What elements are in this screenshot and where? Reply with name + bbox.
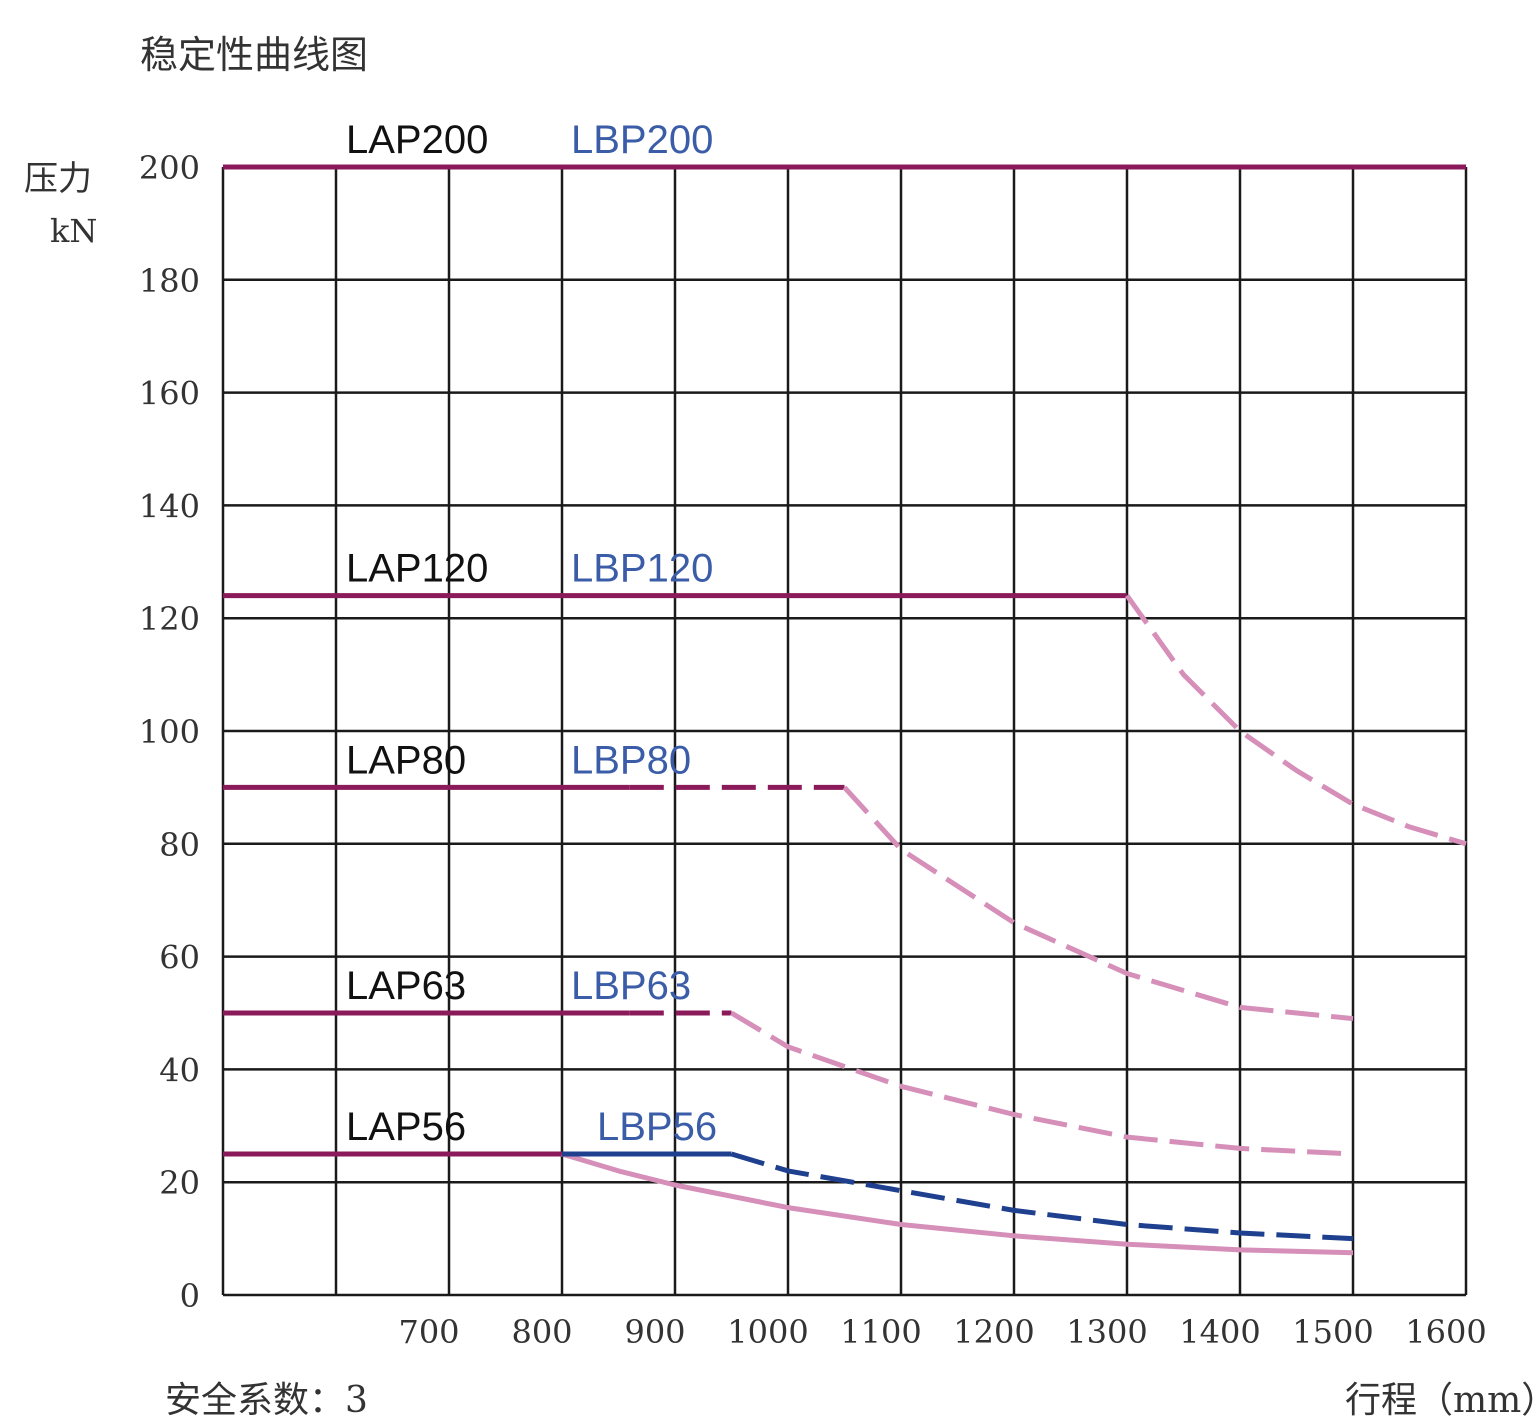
series-label-lap120: LAP120 [346,547,488,591]
series-labels: LAP200 LBP200 LAP120 LBP120 LAP80 LBP80 LAP63 L… [346,118,717,1149]
y-axis-label: 压力 [24,159,92,199]
series-label-lbp200: LBP200 [571,118,713,162]
y-tick-label: 20 [159,1164,200,1202]
x-tick-label: 700 [398,1313,459,1351]
series-line-lbp63 [730,1010,1354,1157]
y-tick-label: 100 [139,713,200,751]
series-label-lbp80: LBP80 [571,738,691,782]
series-lines [223,164,1467,1256]
series-label-lbp120: LBP120 [571,547,713,591]
series-label-lap200: LAP200 [346,118,488,162]
series-line-lbp120 [1124,594,1467,847]
x-tick-label: 1000 [727,1313,808,1351]
x-axis-label: 行程（mm） [1345,1380,1540,1421]
y-tick-labels: 0 20 40 60 80 100 120 140 160 180 200 [139,149,200,1315]
y-tick-label: 60 [159,939,200,977]
y-tick-label: 120 [139,600,200,638]
x-tick-label: 1300 [1066,1313,1147,1351]
series-label-lap56: LAP56 [346,1105,466,1149]
y-tick-label: 40 [159,1051,200,1089]
x-tick-label: 1100 [840,1313,921,1351]
x-tick-labels: 700 800 900 1000 1100 1200 1300 1400 1500 1600 [398,1313,1486,1351]
safety-factor-note: 安全系数：3 [165,1380,368,1421]
x-tick-label: 1200 [953,1313,1034,1351]
y-tick-label: 180 [139,262,200,300]
x-tick-label: 1500 [1292,1313,1373,1351]
y-axis-unit: kN [50,212,97,250]
series-line-lbp56 [730,1151,1354,1242]
x-tick-label: 1600 [1405,1313,1486,1351]
y-tick-label: 160 [139,375,200,413]
series-label-lbp56: LBP56 [597,1105,717,1149]
series-label-lap63: LAP63 [346,964,466,1008]
y-tick-label: 0 [180,1277,200,1315]
x-tick-label: 900 [624,1313,685,1351]
x-tick-label: 1400 [1179,1313,1260,1351]
y-tick-label: 80 [159,826,200,864]
chart-title: 稳定性曲线图 [140,33,368,77]
series-label-lap80: LAP80 [346,738,466,782]
series-line-lap56 [561,1151,1354,1256]
y-tick-label: 200 [139,149,200,187]
series-line-lbp80 [842,785,1354,1022]
y-tick-label: 140 [139,487,200,525]
x-tick-label: 800 [511,1313,572,1351]
series-label-lbp63: LBP63 [571,964,691,1008]
